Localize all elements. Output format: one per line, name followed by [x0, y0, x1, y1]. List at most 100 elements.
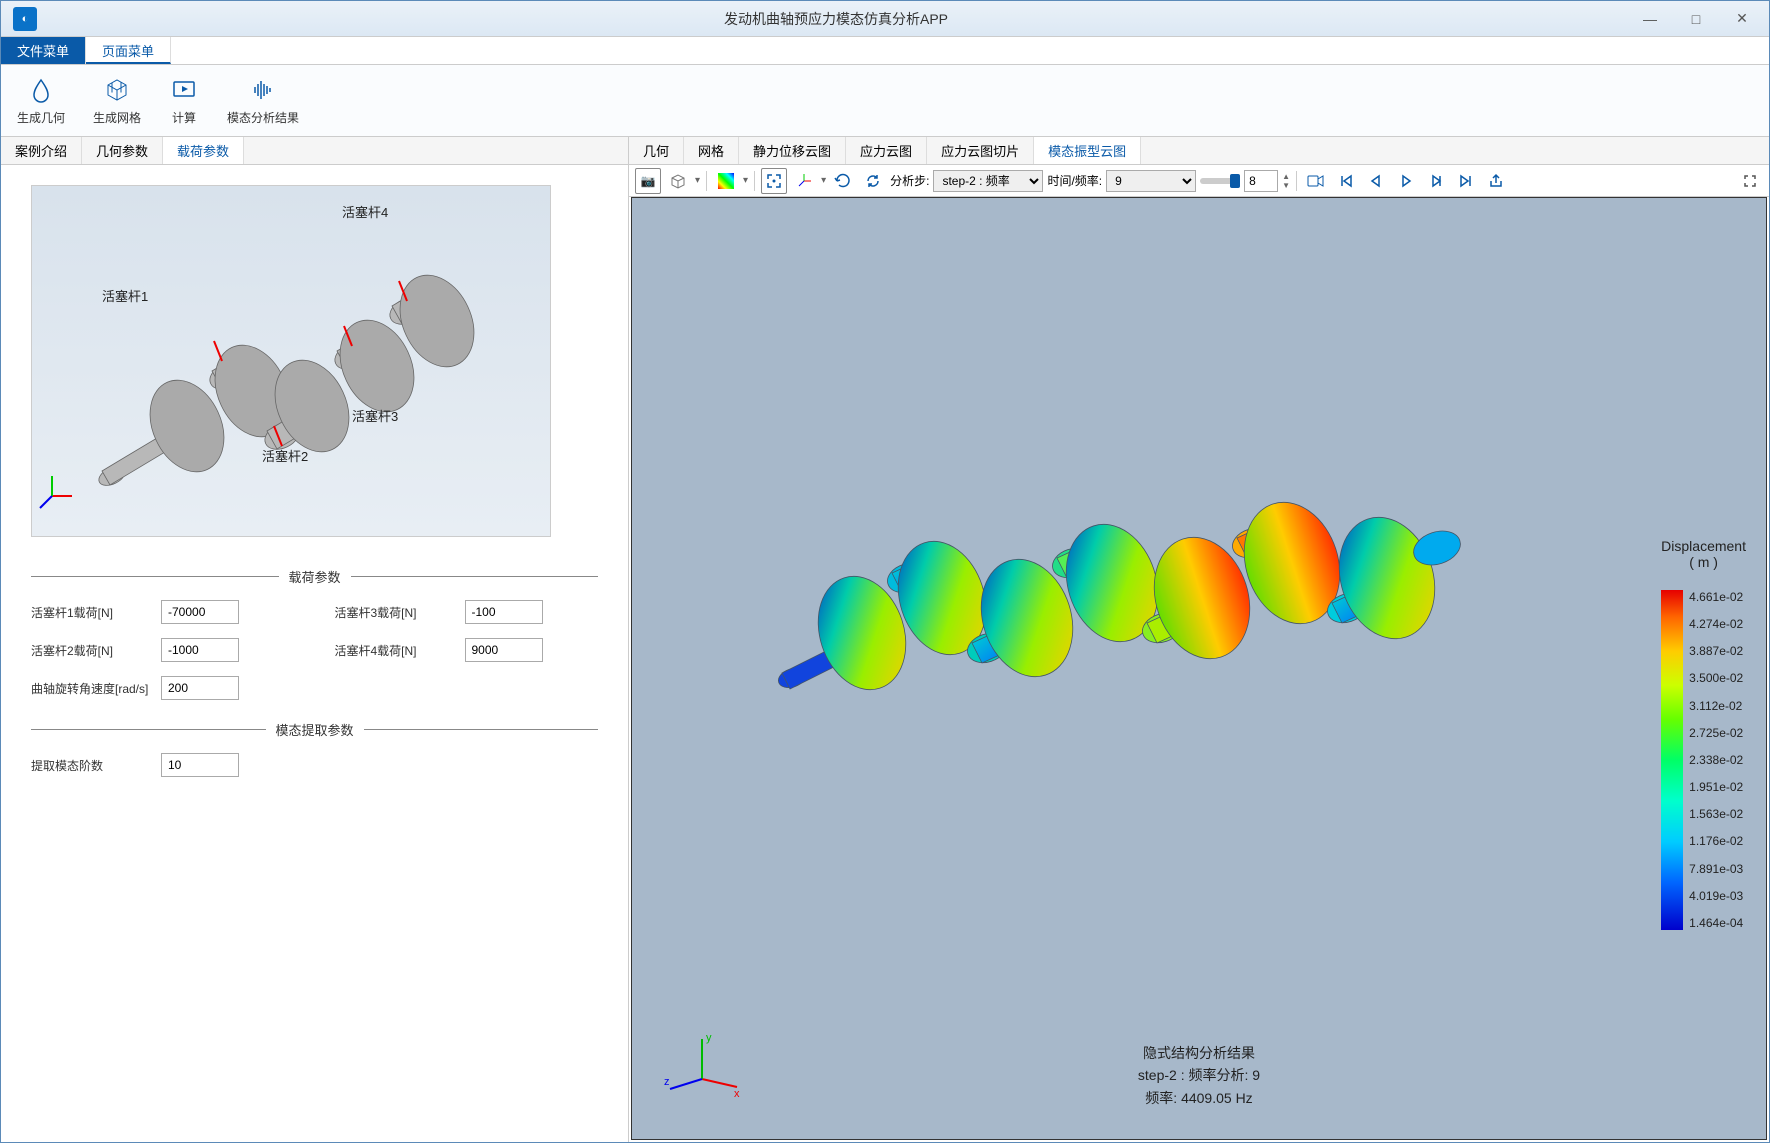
cube-mesh-icon	[102, 75, 132, 105]
legend-tick: 1.951e-02	[1689, 780, 1743, 794]
legend-tick: 2.338e-02	[1689, 753, 1743, 767]
wave-icon	[248, 75, 278, 105]
tab-stress[interactable]: 应力云图	[846, 137, 927, 164]
legend-tick: 1.464e-04	[1689, 916, 1743, 930]
time-select[interactable]: 9	[1106, 170, 1196, 192]
skip-last-icon[interactable]	[1453, 168, 1479, 194]
content-area: 案例介绍 几何参数 载荷参数	[1, 137, 1769, 1142]
rod2-load-input[interactable]	[161, 638, 239, 662]
crankshaft-result-svg	[752, 418, 1512, 798]
spin-down-icon[interactable]: ▼	[1282, 181, 1290, 190]
section-load-header: 载荷参数	[31, 567, 598, 586]
drop-icon	[26, 75, 56, 105]
tab-geom[interactable]: 几何	[629, 137, 684, 164]
rod4-load-input[interactable]	[465, 638, 543, 662]
legend-tick: 1.176e-02	[1689, 834, 1743, 848]
colormap-icon[interactable]	[713, 168, 739, 194]
left-panel: 案例介绍 几何参数 载荷参数	[1, 137, 629, 1142]
tab-stress-slice[interactable]: 应力云图切片	[927, 137, 1034, 164]
rod3-load-label: 活塞杆3载荷[N]	[335, 604, 455, 621]
scale-slider[interactable]	[1200, 178, 1240, 184]
preview-label-rod2: 活塞杆2	[262, 446, 308, 465]
ribbon-modal-result[interactable]: 模态分析结果	[223, 73, 303, 128]
legend-tick: 4.274e-02	[1689, 617, 1743, 631]
rod1-load-label: 活塞杆1载荷[N]	[31, 604, 151, 621]
ribbon-gen-mesh-label: 生成网格	[93, 109, 141, 126]
play-icon[interactable]	[1393, 168, 1419, 194]
time-label: 时间/频率:	[1047, 172, 1102, 189]
color-legend: Displacement ( m ) 4.661e-02 4.274e-02 3.8…	[1661, 538, 1746, 930]
ribbon-gen-geom-label: 生成几何	[17, 109, 65, 126]
play-screen-icon	[169, 75, 199, 105]
legend-tick: 3.887e-02	[1689, 644, 1743, 658]
legend-tick: 4.019e-03	[1689, 889, 1743, 903]
prev-icon[interactable]	[1363, 168, 1389, 194]
tab-geom-param[interactable]: 几何参数	[82, 137, 163, 164]
svg-text:x: x	[734, 1088, 740, 1100]
section-modal-title: 模态提取参数	[266, 720, 364, 739]
tab-modal-shape[interactable]: 模态振型云图	[1034, 137, 1141, 164]
menu-file[interactable]: 文件菜单	[1, 37, 86, 64]
camera-icon[interactable]: 📷	[635, 168, 661, 194]
skip-first-icon[interactable]	[1333, 168, 1359, 194]
tab-load-param[interactable]: 载荷参数	[163, 137, 244, 164]
export-icon[interactable]	[1483, 168, 1509, 194]
legend-tick: 7.891e-03	[1689, 862, 1743, 876]
next-icon[interactable]	[1423, 168, 1449, 194]
legend-ticks: 4.661e-024.274e-023.887e-023.500e-023.11…	[1683, 590, 1743, 930]
legend-tick: 2.725e-02	[1689, 726, 1743, 740]
svg-text:z: z	[664, 1076, 670, 1088]
menu-page[interactable]: 页面菜单	[86, 37, 171, 64]
tab-static-disp[interactable]: 静力位移云图	[739, 137, 846, 164]
result-line3: 频率: 4409.05 Hz	[1138, 1087, 1260, 1109]
viewport-3d[interactable]: x y z 隐式结构分析结果 step-2 : 频率分析: 9 频率: 4409…	[631, 197, 1767, 1140]
omega-label: 曲轴旋转角速度[rad/s]	[31, 680, 151, 697]
legend-gradient	[1661, 590, 1683, 930]
result-overlay: 隐式结构分析结果 step-2 : 频率分析: 9 频率: 4409.05 Hz	[1138, 1042, 1260, 1109]
preview-label-rod4: 活塞杆4	[342, 202, 388, 221]
rod1-load-input[interactable]	[161, 600, 239, 624]
rod4-load-label: 活塞杆4载荷[N]	[335, 642, 455, 659]
tab-case-intro[interactable]: 案例介绍	[1, 137, 82, 164]
legend-title: Displacement	[1661, 538, 1746, 554]
fit-view-icon[interactable]	[761, 168, 787, 194]
menubar: 文件菜单 页面菜单	[1, 37, 1769, 65]
maximize-button[interactable]: □	[1673, 4, 1719, 34]
ribbon-compute-label: 计算	[172, 109, 196, 126]
rod3-load-input[interactable]	[465, 600, 543, 624]
right-panel: 几何 网格 静力位移云图 应力云图 应力云图切片 模态振型云图 📷 ▾ ▾ ▾	[629, 137, 1769, 1142]
preview-label-rod1: 活塞杆1	[102, 286, 148, 305]
record-icon[interactable]	[1303, 168, 1329, 194]
legend-unit: ( m )	[1661, 554, 1746, 570]
fullscreen-icon[interactable]	[1737, 168, 1763, 194]
legend-tick: 3.112e-02	[1689, 699, 1743, 713]
axes-icon[interactable]	[791, 168, 817, 194]
minimize-button[interactable]: —	[1627, 4, 1673, 34]
spin-up-icon[interactable]: ▲	[1282, 172, 1290, 181]
legend-tick: 4.661e-02	[1689, 590, 1743, 604]
ribbon-gen-geom[interactable]: 生成几何	[13, 73, 69, 128]
preview-label-rod3: 活塞杆3	[352, 406, 398, 425]
ribbon-compute[interactable]: 计算	[165, 73, 203, 128]
crankshaft-preview-svg	[32, 186, 552, 538]
section-modal-header: 模态提取参数	[31, 720, 598, 739]
result-line1: 隐式结构分析结果	[1138, 1042, 1260, 1064]
cube-view-icon[interactable]	[665, 168, 691, 194]
step-label: 分析步:	[890, 172, 929, 189]
omega-input[interactable]	[161, 676, 239, 700]
scale-spin[interactable]	[1244, 170, 1278, 192]
ribbon-gen-mesh[interactable]: 生成网格	[89, 73, 145, 128]
app-logo-icon: ◐	[13, 7, 37, 31]
modal-order-label: 提取模态阶数	[31, 757, 151, 774]
rod2-load-label: 活塞杆2载荷[N]	[31, 642, 151, 659]
step-select[interactable]: step-2 : 频率	[933, 170, 1043, 192]
app-window: ◐ 发动机曲轴预应力模态仿真分析APP — □ ✕ 文件菜单 页面菜单 生成几何…	[0, 0, 1770, 1143]
refresh-icon[interactable]	[860, 168, 886, 194]
modal-order-input[interactable]	[161, 753, 239, 777]
right-tabs: 几何 网格 静力位移云图 应力云图 应力云图切片 模态振型云图	[629, 137, 1769, 165]
crankshaft-preview: 活塞杆1 活塞杆2 活塞杆3 活塞杆4	[31, 185, 551, 537]
close-button[interactable]: ✕	[1719, 4, 1765, 34]
rotate-icon[interactable]	[830, 168, 856, 194]
tab-mesh[interactable]: 网格	[684, 137, 739, 164]
window-title: 发动机曲轴预应力模态仿真分析APP	[45, 9, 1627, 29]
